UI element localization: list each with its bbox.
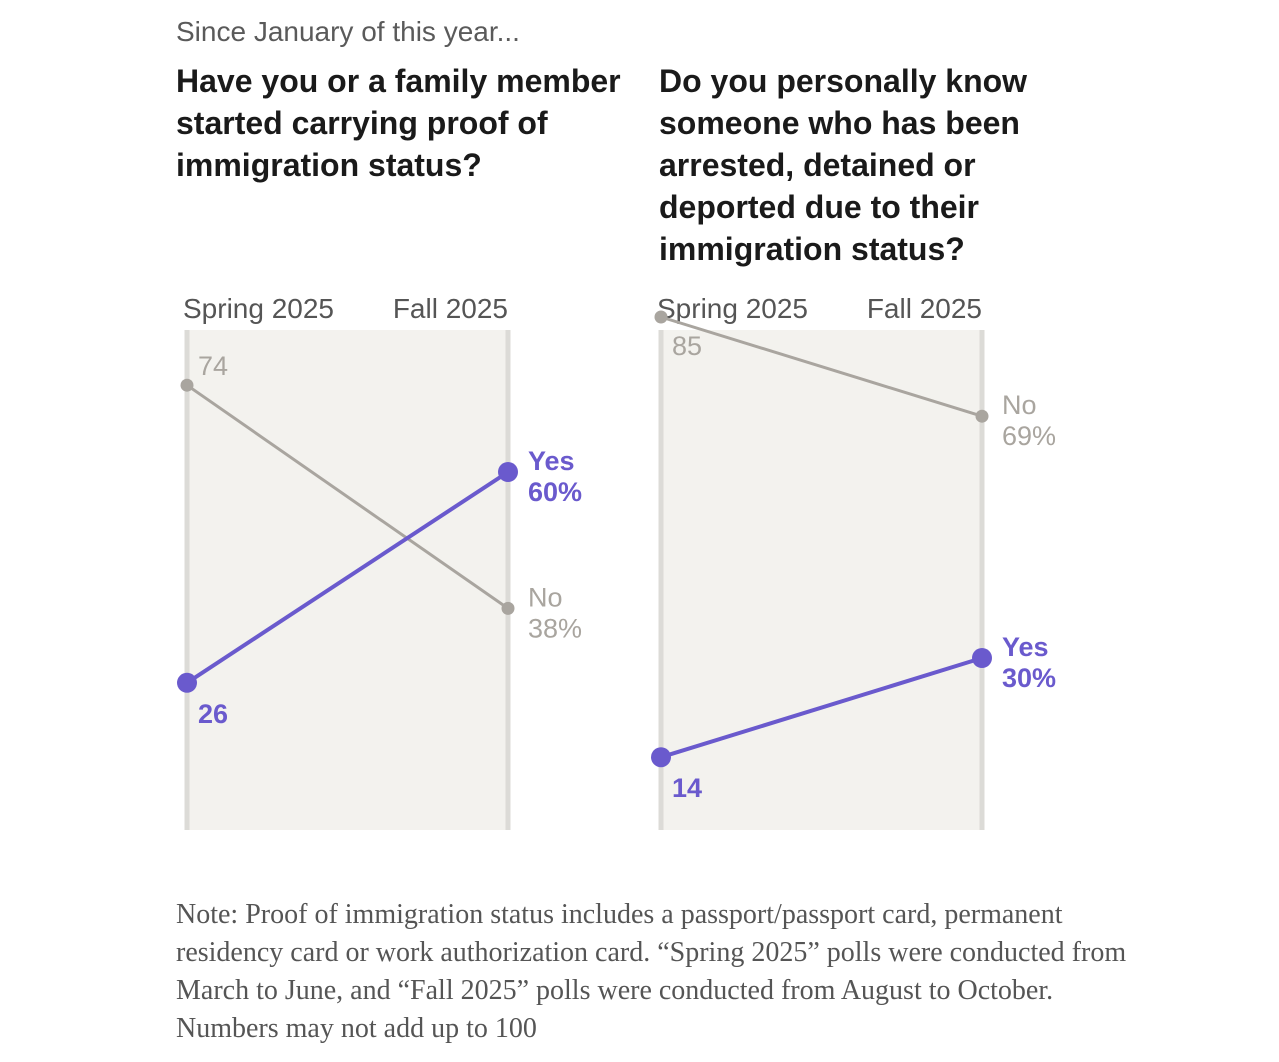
series-line-yes [185,470,510,685]
note-text: Proof of immigration status includes a p… [176,899,1127,1044]
start-label-no: 85 [672,331,702,361]
end-label-no: 69% [1002,421,1056,451]
question-2-title: Do you personally know someone who has b… [659,63,1028,267]
series-line-no [186,383,509,610]
series-name-yes: Yes [528,446,575,476]
category-label: Fall 2025 [393,293,508,324]
point-no-spring [654,310,668,324]
category-label: Fall 2025 [867,293,982,324]
chart-note: Note: Proof of immigration status includ… [176,896,1136,1048]
point-no-fall [501,601,515,615]
start-label-yes: 26 [198,699,228,729]
start-label-yes: 14 [672,773,702,803]
category-label: Spring 2025 [183,293,334,324]
point-yes-fall [498,462,518,482]
category-label: Spring 2025 [657,293,808,324]
point-no-fall [975,409,989,423]
series-name-no: No [528,582,563,612]
point-yes-spring [177,672,197,693]
panel-background [661,330,982,830]
chart-kicker: Since January of this year... [176,16,520,47]
series-line-yes [660,656,983,760]
point-yes-fall [972,648,992,668]
point-no-spring [180,378,194,392]
question-1-title: Have you or a family member started carr… [176,63,621,183]
series-name-no: No [1002,390,1037,420]
end-label-no: 38% [528,613,582,643]
end-label-yes: 60% [528,477,582,507]
series-line-no [660,315,983,418]
point-yes-spring [651,747,671,768]
panel-background [187,330,508,830]
note-label: Note: [176,899,239,930]
start-label-no: 74 [198,351,228,381]
end-label-yes: 30% [1002,663,1056,693]
series-name-yes: Yes [1002,632,1049,662]
